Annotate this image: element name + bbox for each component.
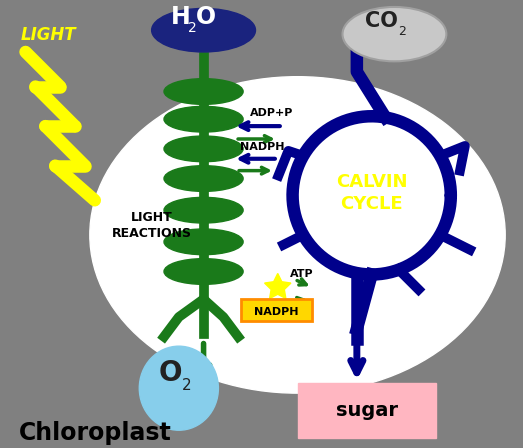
- Text: 2: 2: [399, 25, 406, 38]
- Ellipse shape: [90, 77, 505, 393]
- Ellipse shape: [164, 166, 243, 191]
- Text: ATP: ATP: [290, 269, 313, 280]
- Text: H: H: [171, 5, 191, 29]
- Ellipse shape: [343, 7, 446, 61]
- Text: CALVIN
CYCLE: CALVIN CYCLE: [336, 173, 407, 214]
- Ellipse shape: [164, 106, 243, 132]
- Ellipse shape: [164, 136, 243, 162]
- Polygon shape: [265, 273, 291, 298]
- Text: O: O: [196, 5, 216, 29]
- Text: CO: CO: [365, 11, 397, 31]
- Text: O: O: [159, 359, 183, 387]
- Text: LIGHT
REACTIONS: LIGHT REACTIONS: [112, 211, 192, 240]
- Ellipse shape: [164, 197, 243, 223]
- Text: NADPH: NADPH: [240, 142, 285, 152]
- Ellipse shape: [164, 258, 243, 284]
- Text: ADP+P: ADP+P: [250, 108, 293, 118]
- Text: NADPH: NADPH: [255, 307, 299, 317]
- Ellipse shape: [152, 9, 255, 52]
- Ellipse shape: [164, 229, 243, 255]
- Ellipse shape: [139, 346, 219, 430]
- FancyBboxPatch shape: [241, 299, 312, 321]
- Text: 2: 2: [188, 21, 197, 35]
- Ellipse shape: [164, 79, 243, 104]
- Text: Chloroplast: Chloroplast: [18, 421, 171, 445]
- FancyBboxPatch shape: [298, 383, 436, 438]
- Text: 2: 2: [182, 378, 191, 393]
- Text: LIGHT: LIGHT: [20, 26, 76, 44]
- Text: sugar: sugar: [336, 401, 398, 421]
